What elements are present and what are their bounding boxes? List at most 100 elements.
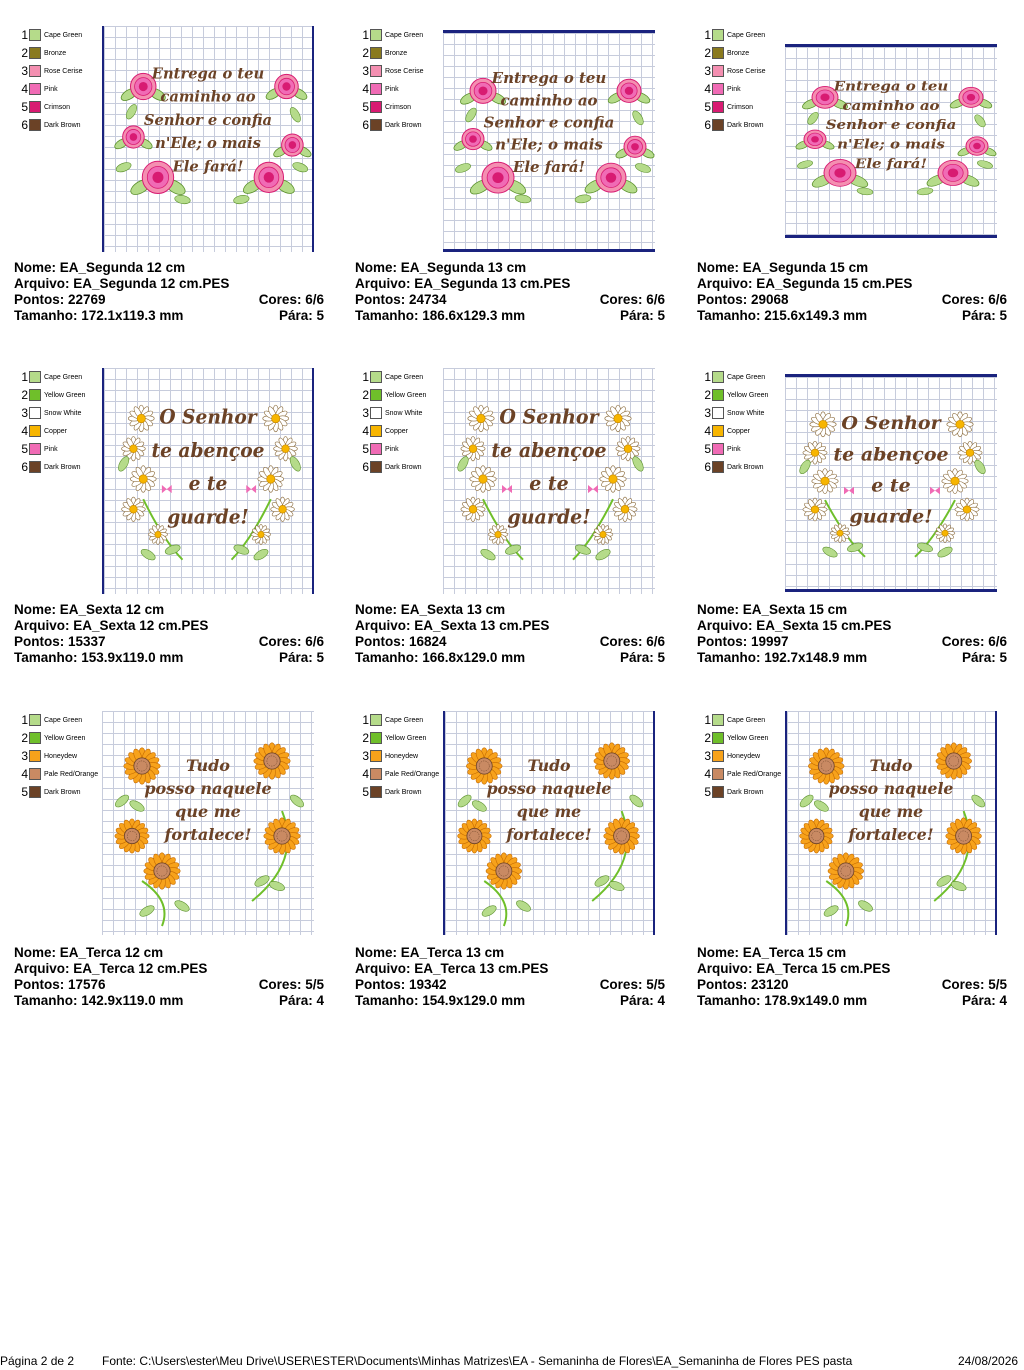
sunflower-icon — [123, 747, 161, 785]
stop-count: Pára: 5 — [962, 650, 1007, 666]
legend-item: 3 Rose Cerise — [703, 62, 803, 80]
design-preview: Tudo posso naquele que me fortalece! — [102, 711, 314, 935]
stitch-count-label: Pontos: — [14, 634, 65, 649]
legend-item: 6 Dark Brown — [361, 116, 461, 134]
legend-item: 4 Pink — [361, 80, 461, 98]
legend-item: 4 Pale Red/Orange — [703, 765, 803, 783]
sunflower-icon — [935, 742, 972, 780]
color-swatch — [712, 389, 724, 401]
daisy-icon — [460, 496, 486, 522]
sunflower-icon — [263, 817, 301, 855]
phrase-line: Tudo — [527, 756, 570, 775]
design-file-value: EA_Segunda 13 cm.PES — [414, 276, 571, 291]
legend-index: 5 — [362, 442, 369, 456]
phrase-line: e te — [871, 476, 911, 496]
design-info: Nome: EA_Terca 12 cm Arquivo: EA_Terca 12… — [14, 945, 324, 1009]
legend-index: 4 — [704, 424, 711, 438]
phrase-line: guarde! — [849, 507, 932, 527]
stitch-count: Pontos: 23120 — [697, 977, 789, 993]
leaf-icon — [917, 542, 933, 553]
leaf-icon — [916, 187, 934, 196]
design-info: Nome: EA_Sexta 13 cm Arquivo: EA_Sexta 13… — [355, 602, 665, 666]
leaf-icon — [289, 107, 301, 123]
rose-icon — [130, 160, 186, 195]
legend-index: 6 — [21, 118, 28, 132]
color-name: Dark Brown — [385, 788, 422, 796]
color-name: Pink — [727, 85, 741, 93]
rose-icon — [114, 125, 153, 150]
design-card: 1 Cape Green 2 Yellow Green 3 Honeydew 4 Pale R… — [14, 711, 334, 1031]
color-count-value: 6/6 — [646, 634, 665, 649]
color-name: Cape Green — [727, 716, 766, 724]
stop-count-label: Pára: — [278, 308, 313, 323]
rose-icon — [265, 73, 308, 100]
color-name: Cape Green — [44, 31, 83, 39]
color-legend: 1 Cape Green 2 Yellow Green 3 Honeydew 4 Pale R… — [361, 711, 461, 801]
daisy-icon — [270, 496, 295, 522]
leaf-icon — [480, 549, 496, 561]
legend-index: 1 — [21, 370, 28, 384]
embroidery-artwork: Entrega o teu caminho ao Senhor e confia n'… — [114, 64, 312, 205]
stop-count-label: Pára: — [278, 993, 313, 1008]
design-file-value: EA_Sexta 13 cm.PES — [414, 618, 550, 633]
color-count-value: 6/6 — [646, 292, 665, 307]
color-name: Dark Brown — [385, 463, 422, 471]
design-file: Arquivo: EA_Terca 13 cm.PES — [355, 961, 548, 977]
color-swatch — [29, 101, 41, 113]
phrase-line: O Senhor — [841, 413, 942, 433]
color-legend: 1 Cape Green 2 Bronze 3 Rose Cerise 4 Pink 5 Crim… — [361, 26, 461, 134]
design-name-value: EA_Sexta 12 cm — [59, 602, 165, 617]
butterfly-icon — [246, 485, 257, 494]
design-name: Nome: EA_Segunda 15 cm — [697, 260, 868, 276]
daisy-icon — [802, 497, 828, 522]
legend-index: 2 — [21, 46, 28, 60]
phrase-line: te abençoe — [491, 440, 606, 462]
leaf-icon — [140, 549, 156, 561]
legend-index: 2 — [704, 388, 711, 402]
stitch-count-label: Pontos: — [355, 977, 406, 992]
embroidery-artwork: O Senhor te abençoe e te guarde! — [457, 404, 644, 561]
legend-index: 4 — [21, 767, 28, 781]
sunflower-icon — [799, 818, 834, 854]
stitch-count-label: Pontos: — [14, 292, 65, 307]
design-size-value: 192.7x148.9 mm — [764, 650, 868, 665]
color-swatch — [29, 768, 41, 780]
legend-item: 6 Dark Brown — [703, 458, 803, 476]
leaf-icon — [457, 794, 472, 808]
legend-index: 3 — [21, 406, 28, 420]
phrase-line: n'Ele; o mais — [837, 138, 945, 153]
phrase-line: O Senhor — [499, 406, 600, 428]
phrase-line: caminho ao — [160, 87, 255, 105]
design-name: Nome: EA_Segunda 12 cm — [14, 260, 185, 276]
color-name: Crimson — [385, 103, 412, 111]
legend-index: 1 — [362, 28, 369, 42]
legend-item: 1 Cape Green — [361, 368, 461, 386]
color-swatch — [29, 461, 41, 473]
design-name: Nome: EA_Terca 12 cm — [14, 945, 163, 961]
legend-index: 2 — [704, 46, 711, 60]
legend-index: 2 — [362, 731, 369, 745]
leaf-icon — [950, 881, 967, 891]
legend-item: 2 Yellow Green — [20, 386, 120, 404]
color-name: Yellow Green — [385, 391, 427, 399]
design-card: 1 Cape Green 2 Yellow Green 3 Snow White 4 Copp… — [14, 368, 334, 688]
legend-index: 3 — [362, 64, 369, 78]
color-legend: 1 Cape Green 2 Yellow Green 3 Snow White 4 Copp… — [20, 368, 120, 476]
color-name: Yellow Green — [385, 734, 427, 742]
color-swatch — [29, 425, 41, 437]
color-name: Crimson — [44, 103, 71, 111]
design-file: Arquivo: EA_Terca 15 cm.PES — [697, 961, 890, 977]
sunflower-icon — [593, 742, 630, 780]
design-preview: O Senhor te abençoe e te guarde! — [443, 368, 655, 594]
design-name-label: Nome: — [355, 945, 398, 960]
color-name: Dark Brown — [727, 788, 764, 796]
rose-icon — [607, 78, 651, 104]
legend-index: 1 — [704, 713, 711, 727]
color-name: Cape Green — [385, 31, 424, 39]
phrase-line: e te — [189, 473, 228, 495]
stitch-count: Pontos: 19342 — [355, 977, 447, 993]
daisy-icon — [130, 465, 157, 493]
stitch-count: Pontos: 29068 — [697, 292, 789, 308]
design-name: Nome: EA_Sexta 15 cm — [697, 602, 847, 618]
embroidery-artwork: Tudo posso naquele que me fortalece! — [799, 742, 986, 927]
